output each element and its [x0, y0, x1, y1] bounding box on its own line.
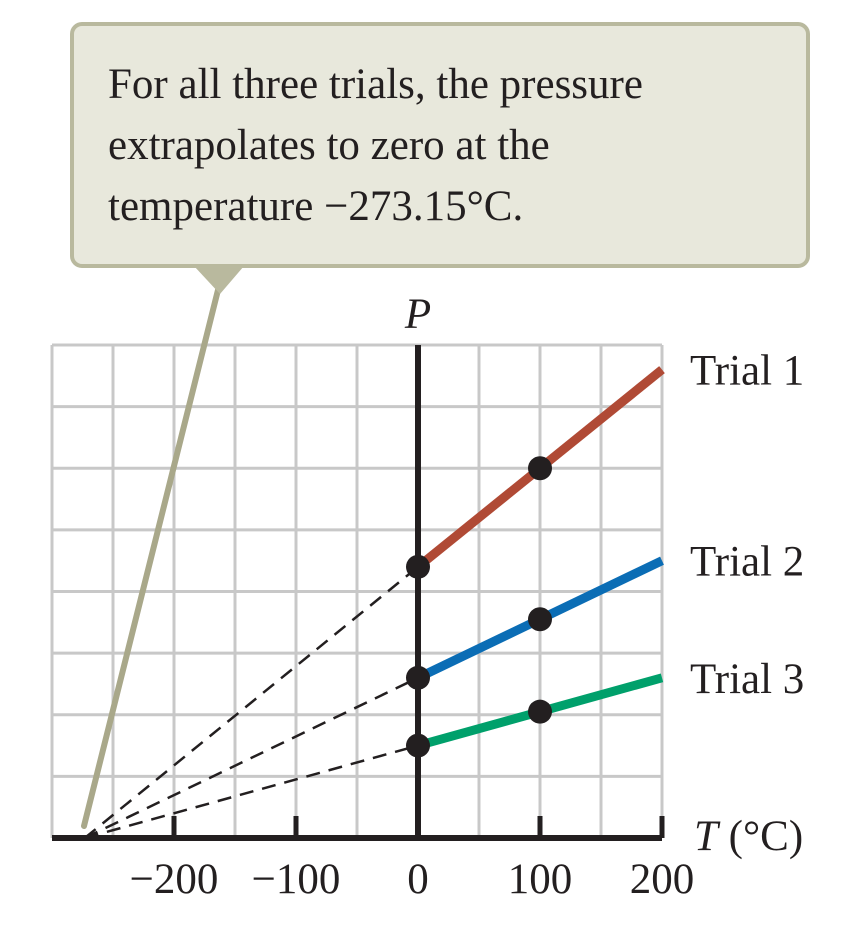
pointer-line	[81, 287, 221, 829]
labels: −200 −100 0 100 200 Trial 1 Trial 2 Trial 3 P T (…	[130, 291, 805, 903]
callout-line-2: extrapolates to zero at the	[108, 122, 550, 169]
callout-line-1: For all three trials, the pressure	[108, 61, 643, 108]
data-point	[406, 554, 430, 579]
y-axis-title: P	[404, 291, 431, 338]
x-axis-symbol: T	[694, 813, 721, 860]
data-point	[406, 665, 430, 690]
callout-line-3: temperature −273.15°C.	[108, 183, 524, 230]
x-tick-label: 0	[407, 856, 429, 903]
x-tick-label: −200	[130, 856, 219, 903]
extrapolation-line	[83, 565, 419, 839]
x-tick-label: 200	[630, 856, 695, 903]
data-points	[406, 456, 552, 758]
callout-pointer	[81, 266, 244, 829]
x-axis-unit: (°C)	[718, 813, 803, 860]
extrapolation-line	[84, 744, 419, 840]
x-tick-label: 100	[508, 856, 573, 903]
data-point	[528, 607, 552, 632]
series-label: Trial 2	[690, 539, 804, 586]
x-tick-label: −100	[252, 856, 341, 903]
x-axis-title: T (°C)	[694, 813, 803, 860]
series-label: Trial 3	[690, 656, 804, 703]
series-label: Trial 1	[690, 348, 804, 395]
data-point	[528, 456, 552, 481]
extrapolation-lines	[83, 565, 419, 840]
pointer-triangle	[194, 266, 244, 294]
callout-box: For all three trials, the pressure extra…	[70, 22, 810, 268]
extrapolation-line	[84, 676, 419, 840]
data-point	[406, 733, 430, 758]
data-point	[528, 699, 552, 724]
